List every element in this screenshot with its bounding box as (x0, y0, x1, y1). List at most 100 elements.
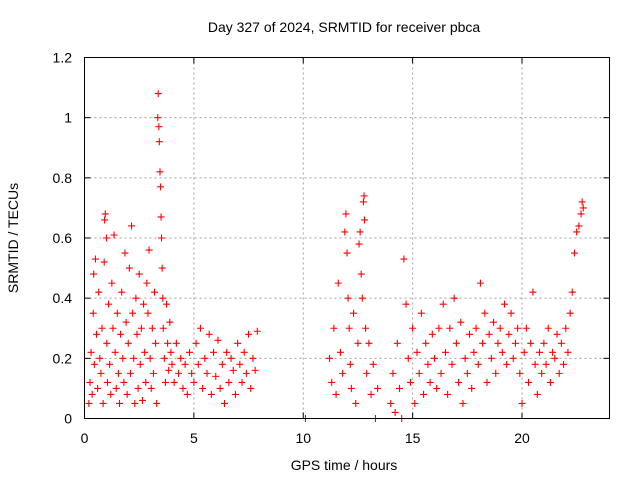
data-point (357, 270, 365, 278)
data-point (131, 399, 139, 407)
data-point (573, 228, 581, 236)
data-point (154, 90, 162, 98)
data-point (417, 309, 425, 317)
data-point (400, 255, 408, 263)
data-point (155, 138, 163, 146)
data-point (336, 348, 344, 356)
data-point (96, 354, 104, 362)
data-point (350, 309, 358, 317)
data-point (123, 390, 131, 398)
data-point (387, 399, 395, 407)
data-point (205, 330, 213, 338)
data-point (444, 390, 452, 398)
data-point (179, 384, 187, 392)
data-point (158, 264, 166, 272)
data-point (536, 348, 543, 356)
data-point (133, 330, 141, 338)
data-point (152, 339, 160, 347)
data-point (479, 339, 487, 347)
data-point (120, 378, 128, 386)
data-point (501, 300, 508, 308)
data-point (103, 378, 111, 386)
data-point (130, 354, 138, 362)
data-point (533, 390, 541, 398)
data-point (555, 369, 563, 377)
y-tick-label: 0.4 (53, 290, 73, 306)
data-point (129, 309, 137, 317)
data-point (238, 378, 246, 386)
data-point (156, 168, 164, 176)
data-point (420, 390, 428, 398)
grid-lines (84, 57, 610, 419)
data-point (439, 300, 447, 308)
data-point (496, 324, 504, 332)
y-tick-label: 0.6 (53, 230, 73, 246)
data-point (483, 378, 491, 386)
data-point (201, 354, 209, 362)
data-point (342, 210, 350, 218)
data-point (159, 294, 167, 302)
data-point (164, 339, 172, 347)
data-point (356, 228, 364, 236)
data-point (551, 354, 559, 362)
data-point (89, 309, 97, 317)
data-point (409, 324, 417, 332)
data-point (404, 354, 412, 362)
data-point (122, 318, 130, 326)
data-point (564, 348, 572, 356)
data-point (568, 288, 576, 296)
data-point (525, 378, 533, 386)
data-point (415, 369, 423, 377)
data-point (218, 360, 226, 368)
data-point (199, 384, 207, 392)
data-point (503, 360, 511, 368)
data-point (544, 324, 552, 332)
data-point (93, 330, 101, 338)
data-point (161, 378, 169, 386)
data-point (507, 309, 515, 317)
data-point (334, 279, 342, 287)
data-point (91, 255, 99, 263)
data-point (227, 354, 235, 362)
data-point (172, 339, 180, 347)
data-point (332, 390, 340, 398)
data-point (549, 348, 557, 356)
chart-title: Day 327 of 2024, SRMTID for receiver pbc… (208, 19, 481, 35)
data-point (435, 324, 443, 332)
data-point (87, 348, 95, 356)
data-point (105, 300, 113, 308)
data-point (183, 390, 191, 398)
data-point (391, 408, 399, 416)
data-point (100, 258, 108, 266)
data-point (106, 360, 114, 368)
data-point (330, 324, 338, 332)
data-point (540, 339, 548, 347)
data-point (148, 324, 156, 332)
data-point (428, 330, 436, 338)
data-point (365, 339, 373, 347)
data-point (422, 339, 430, 347)
data-point (511, 339, 519, 347)
x-tick-labels: 0 5 10 15 20 (81, 430, 530, 446)
data-point (431, 354, 438, 362)
data-point (192, 339, 200, 347)
data-point (151, 288, 158, 296)
data-point (571, 249, 578, 257)
data-point (490, 318, 498, 326)
data-point (229, 366, 237, 374)
data-points (85, 90, 587, 422)
data-point (141, 348, 149, 356)
data-point (498, 348, 506, 356)
x-tick-label: 0 (81, 430, 89, 446)
data-point (168, 360, 176, 368)
data-point (158, 234, 165, 242)
data-point (466, 330, 473, 338)
data-point (389, 369, 397, 377)
data-point (157, 213, 165, 221)
data-point (393, 339, 401, 347)
data-point (166, 318, 174, 326)
data-point (505, 330, 513, 338)
data-point (328, 378, 336, 386)
data-point (149, 369, 157, 377)
